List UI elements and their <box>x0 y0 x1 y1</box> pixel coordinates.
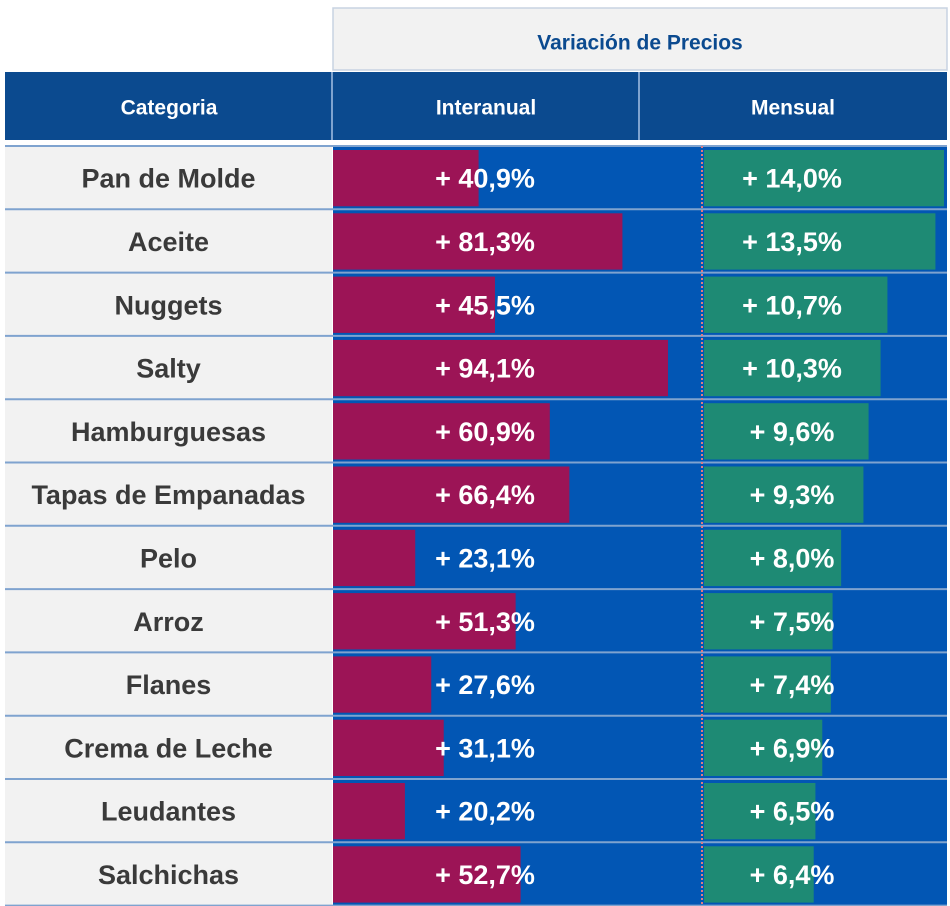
table-row: Arroz + 51,3% + 7,5% <box>5 588 947 653</box>
category-cell <box>5 525 332 590</box>
mensual-label: + 8,0% <box>750 543 835 573</box>
category-label: Tapas de Empanadas <box>31 480 305 510</box>
mensual-bar <box>704 150 944 207</box>
mensual-label: + 7,4% <box>750 670 835 700</box>
interanual-bar <box>333 529 416 587</box>
interanual-bar <box>333 593 516 650</box>
category-cell <box>5 399 332 463</box>
interanual-bar <box>333 150 479 207</box>
group-header-label: Variación de Precios <box>537 32 742 55</box>
interanual-bar <box>333 403 550 460</box>
mensual-bar <box>704 719 823 776</box>
table-row: Flanes + 27,6% + 7,4% <box>5 651 947 716</box>
group-header-cell <box>332 7 948 71</box>
mensual-bar <box>704 276 888 333</box>
category-label: Leudantes <box>101 797 236 827</box>
interanual-bar <box>333 466 570 523</box>
mensual-label: + 9,3% <box>750 480 835 510</box>
interanual-bar <box>333 276 495 333</box>
table-header: Variación de Precios Categoria Interanual M… <box>5 7 948 140</box>
interanual-label: + 66,4% <box>435 480 535 510</box>
mensual-label: + 10,7% <box>742 290 842 320</box>
mensual-bar <box>704 339 881 397</box>
mensual-label: + 7,5% <box>750 607 835 637</box>
category-cell <box>5 335 332 400</box>
mensual-bar <box>704 213 936 270</box>
table-row: Nuggets + 45,5% + 10,7% <box>5 271 947 336</box>
category-cell <box>5 589 332 653</box>
category-cell <box>5 842 332 906</box>
mensual-bar <box>704 403 869 460</box>
interanual-label: + 51,3% <box>435 607 535 637</box>
interanual-label: + 27,6% <box>435 670 535 700</box>
table-row: Crema de Leche + 31,1% + 6,9% <box>5 714 947 779</box>
mensual-label: + 14,0% <box>742 164 842 194</box>
category-label: Crema de Leche <box>64 733 273 763</box>
interanual-bar <box>333 339 668 397</box>
category-label: Pan de Molde <box>81 164 255 194</box>
category-label: Salty <box>136 354 201 384</box>
table-rows: Pan de Molde + 40,9% + 14,0% Aceite + 81,3% +… <box>5 145 947 906</box>
mensual-bar <box>704 656 831 713</box>
category-cell <box>5 715 332 779</box>
category-label: Hamburguesas <box>71 417 266 447</box>
mensual-bar <box>704 529 842 587</box>
table-row: Aceite + 81,3% + 13,5% <box>5 208 947 273</box>
mensual-label: + 6,4% <box>750 860 835 890</box>
category-cell <box>5 462 332 526</box>
mensual-label: + 6,9% <box>750 733 835 763</box>
interanual-label: + 20,2% <box>435 797 535 827</box>
interanual-label: + 23,1% <box>435 543 535 573</box>
category-cell <box>5 209 332 273</box>
interanual-bar <box>333 656 432 713</box>
interanual-label: + 81,3% <box>435 227 535 257</box>
interanual-label: + 52,7% <box>435 860 535 890</box>
mensual-label: + 10,3% <box>742 354 842 384</box>
mensual-bar <box>704 846 814 903</box>
interanual-label: + 31,1% <box>435 733 535 763</box>
category-label: Nuggets <box>115 290 223 320</box>
column-header-categoria: Categoria <box>121 97 218 120</box>
mensual-label: + 9,6% <box>750 417 835 447</box>
interanual-bar <box>333 846 521 903</box>
mensual-label: + 13,5% <box>742 227 842 257</box>
category-label: Flanes <box>126 670 212 700</box>
column-header-bar <box>5 72 947 140</box>
category-cell <box>5 272 332 336</box>
table-row: Salty + 94,1% + 10,3% <box>5 334 947 400</box>
table-row: Pan de Molde + 40,9% + 14,0% <box>5 145 947 210</box>
column-header-mensual: Mensual <box>751 97 835 120</box>
interanual-label: + 45,5% <box>435 290 535 320</box>
mensual-bar <box>704 466 864 523</box>
category-label: Pelo <box>140 543 197 573</box>
mensual-bar <box>704 593 833 650</box>
table-row: Hamburguesas + 60,9% + 9,6% <box>5 398 947 463</box>
interanual-bar <box>333 213 623 270</box>
category-label: Salchichas <box>98 860 239 890</box>
interanual-label: + 40,9% <box>435 164 535 194</box>
interanual-label: + 60,9% <box>435 417 535 447</box>
category-cell <box>5 652 332 716</box>
table-row: Leudantes + 20,2% + 6,5% <box>5 778 947 843</box>
category-label: Arroz <box>133 607 204 637</box>
interanual-bar <box>333 719 444 776</box>
table-row: Tapas de Empanadas + 66,4% + 9,3% <box>5 461 947 526</box>
category-cell <box>5 779 332 843</box>
table-row: Salchichas + 52,7% + 6,4% <box>5 841 947 906</box>
category-label: Aceite <box>128 227 209 257</box>
mensual-label: + 6,5% <box>750 797 835 827</box>
mensual-bar <box>704 783 816 840</box>
table-row: Pelo + 23,1% + 8,0% <box>5 524 947 590</box>
interanual-label: + 94,1% <box>435 354 535 384</box>
column-header-interanual: Interanual <box>436 97 536 120</box>
interanual-bar <box>333 783 405 840</box>
category-cell <box>5 146 332 210</box>
